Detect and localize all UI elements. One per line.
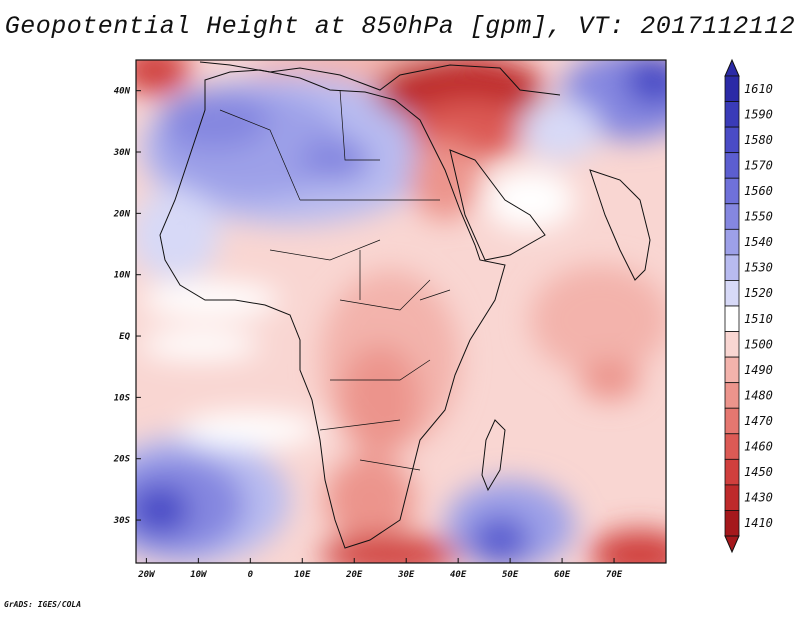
colorbar-top-arrow (724, 58, 740, 77)
colorbar-label: 1450 (744, 465, 773, 479)
colorbar-swatch (724, 203, 740, 230)
x-tick-label: 10W (190, 570, 208, 580)
y-axis: 40N 30N 20N 10N EQ 10S 20S 30S (113, 87, 141, 526)
y-tick-label: 30S (113, 516, 131, 526)
field-blob-se-low (590, 530, 666, 563)
field-blob-sahara-core-e (300, 138, 370, 182)
colorbar-swatch (724, 331, 740, 358)
colorbar-label: 1570 (744, 158, 773, 172)
africa-coastline (159, 69, 506, 549)
field-blob-indian-ocean (530, 265, 666, 375)
coastlines (159, 61, 651, 549)
x-tick-label: 60E (554, 570, 571, 580)
india-coastline (589, 169, 651, 281)
colorbar-swatch (724, 433, 740, 460)
field-blob-s-atlantic-white (180, 412, 320, 448)
europe-coastline (199, 61, 561, 96)
colorbar-swatch (724, 407, 740, 435)
field-blob-congo (340, 345, 420, 455)
colorbar-label: 1580 (744, 133, 773, 147)
footer-credit: GrADS: IGES/COLA (4, 600, 82, 609)
colorbar-swatch (724, 382, 740, 409)
colorbar-label: 1560 (744, 184, 773, 198)
colorbar-label: 1610 (744, 82, 773, 96)
colorbar-label: 1410 (744, 516, 773, 530)
colorbar-swatch (724, 75, 740, 102)
x-tick-label: 40E (450, 570, 467, 580)
field-blob-s-indian-core (470, 515, 530, 563)
colorbar-label: 1460 (744, 440, 773, 454)
x-tick-label: 50E (502, 570, 519, 580)
y-tick-label: 30N (113, 148, 131, 158)
x-tick-label: 20W (137, 570, 156, 580)
colorbar-label: 1530 (744, 261, 773, 275)
country-borders (219, 89, 451, 471)
colorbar-label: 1550 (744, 210, 773, 224)
field-blob-iran (520, 100, 600, 160)
colorbar-label: 1510 (744, 312, 773, 326)
colorbar-swatch (724, 177, 740, 205)
colorbar-label: 1470 (744, 414, 773, 428)
x-tick-label: 70E (606, 570, 623, 580)
x-tick-label: 30E (397, 570, 415, 580)
colorbar-swatch (724, 101, 740, 128)
field-blob-red-sea (410, 140, 480, 220)
colorbar-swatch (724, 356, 740, 384)
colorbar-swatch (724, 305, 740, 332)
x-tick-label: 10E (294, 570, 311, 580)
y-tick-label: 10N (114, 271, 131, 281)
colorbar-swatch (724, 254, 740, 281)
colorbar-label: 1540 (744, 235, 773, 249)
colorbar-swatch (724, 152, 740, 179)
field-blob-atlantic-core (136, 485, 190, 535)
colorbar-label: 1490 (744, 363, 773, 377)
y-tick-label: 20S (113, 455, 131, 465)
field-blob-west-africa (136, 190, 220, 280)
colorbar-label: 1520 (744, 286, 773, 300)
x-axis: 20W 10W 0 10E 20E 30E 40E 50E 60E 70E (137, 558, 623, 580)
colorbar-label: 1590 (744, 107, 773, 121)
y-tick-label: 20N (113, 209, 131, 219)
map-title: Geopotential Height at 850hPa [gpm], VT:… (4, 12, 796, 41)
geopotential-field (136, 60, 666, 563)
field-blob-sahara-core-w (160, 90, 270, 150)
field-blob-cape-low (320, 535, 460, 563)
arabia-coastline (449, 149, 546, 261)
field-blob-arabian-sea-white (485, 170, 575, 230)
y-tick-label: EQ (119, 332, 130, 342)
colorbar-bottom-arrow (724, 535, 740, 554)
field-blob-southern-africa (325, 455, 415, 545)
colorbar-label: 1480 (744, 388, 773, 402)
field-blob-nw-corner (136, 60, 190, 95)
plot-frame (135, 59, 667, 564)
x-tick-label: 20E (345, 570, 363, 580)
madagascar-coastline (481, 419, 506, 492)
colorbar-swatch (724, 228, 740, 256)
field-blob-himalaya-core (625, 60, 666, 105)
colorbar-swatch (724, 280, 740, 307)
field-blob-eq-atlantic (140, 330, 260, 360)
colorbar: 1610 1590 1580 1570 1560 1550 1540 1530 1520 1510… (724, 58, 773, 554)
colorbar-swatch (724, 484, 740, 511)
colorbar-label: 1500 (744, 337, 773, 351)
y-tick-label: 10S (114, 393, 131, 403)
y-tick-label: 40N (114, 87, 131, 97)
field-blob-indian-ocean-core (580, 360, 640, 400)
x-tick-label: 0 (248, 570, 254, 580)
colorbar-swatch (724, 510, 740, 537)
colorbar-swatch (724, 458, 740, 486)
colorbar-swatch (724, 126, 740, 154)
colorbar-label: 1430 (744, 491, 773, 505)
